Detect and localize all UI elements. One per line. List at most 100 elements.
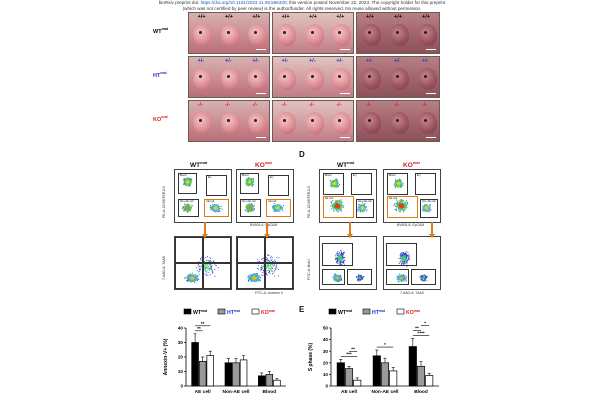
embryo-image (362, 24, 381, 46)
y-tick-label: 10 (178, 369, 184, 374)
facs-d-wt-upper-plot: Blood Ery AE cell Non-AE cell (319, 169, 377, 223)
legend-label-sup: mat (346, 309, 353, 313)
gate-box: Non-AE cell (240, 199, 261, 217)
legend-label-sup: mat (379, 309, 386, 313)
y-tick-label: 20 (323, 360, 329, 365)
embryo-eye (254, 119, 257, 122)
embryo-photo-tile: +/++/++/+ (356, 12, 440, 54)
embryo-row-ko: KOmat-/--/--/--/--/--/--/--/--/- (152, 100, 440, 142)
gate-box: Non-AE cell (178, 199, 199, 217)
y-tick-label: 10 (323, 372, 329, 377)
x-tick-label: Blood (263, 389, 277, 395)
preprint-banner: bioRxiv preprint doi: https://doi.org/10… (152, 0, 452, 12)
embryo-genotype-label: +/- (394, 58, 401, 64)
facs-d-lower-y-axis: FITC-A: BrdU (307, 259, 311, 280)
significance-label: ** (197, 326, 201, 331)
gate-label: Ery (270, 176, 274, 179)
embryo-eye (199, 75, 202, 78)
x-tick-label: Non-AE cell (223, 389, 250, 395)
embryo-image (305, 112, 324, 134)
embryo-genotype-label: +/- (366, 58, 373, 64)
bar (425, 376, 432, 386)
facs-d-ko-lower-plot (383, 236, 441, 290)
gate-box: Ery (351, 173, 372, 195)
embryo-genotype-label: +/+ (198, 14, 206, 20)
embryo-image (305, 24, 324, 46)
scale-bar (426, 93, 436, 95)
gate-box (322, 269, 344, 285)
gate-label: AE cell (268, 200, 276, 203)
embryo-eye (199, 119, 202, 122)
gate-box (203, 263, 231, 289)
embryo-photo-tile: +/++/++/+ (272, 12, 354, 54)
embryo-genotype-label: -/- (422, 102, 427, 108)
legend-swatch (252, 309, 259, 314)
gate-box: Non-AE cell (356, 199, 374, 219)
embryo-genotype-label: +/- (225, 58, 232, 64)
gate-box: Blood (240, 173, 260, 194)
embryo-eye (368, 31, 371, 34)
x-tick-label: AE cell (195, 389, 211, 395)
gate-box: AE cell (387, 196, 418, 218)
y-tick-label: 0 (180, 384, 183, 389)
bar (409, 347, 416, 386)
gate-label: Blood (389, 174, 396, 177)
facs-c-ko-title: KOmat (255, 160, 272, 169)
gate-box: AE cell (204, 199, 229, 217)
facs-d-wt-lower-plot (319, 236, 377, 290)
embryo-genotype-label: +/- (198, 58, 205, 64)
embryo-photo-tile: +/++/++/+ (188, 12, 270, 54)
banner-prefix: bioRxiv preprint doi: (159, 0, 201, 5)
embryo-image (332, 112, 351, 134)
gate-label: Blood (325, 174, 332, 177)
gate-box (386, 269, 408, 285)
facs-d-upper-x-axis: BV605-A: EpCAM (397, 223, 424, 227)
embryo-image (221, 24, 240, 46)
embryo-image (390, 24, 409, 46)
embryo-eye (424, 31, 427, 34)
significance-label: ** (201, 321, 205, 326)
embryo-genotype-label: -/- (366, 102, 371, 108)
gate-box (265, 237, 293, 263)
embryo-photo-tile: -/--/--/- (272, 100, 354, 142)
embryo-genotype-label: +/+ (394, 14, 402, 20)
embryo-eye (227, 119, 230, 122)
bar (258, 376, 265, 386)
scale-bar (256, 49, 266, 51)
embryo-image (277, 24, 296, 46)
legend-swatch (363, 309, 370, 314)
gate-label: AE cell (325, 197, 333, 200)
embryo-eye (368, 119, 371, 122)
embryo-genotype-label: -/- (198, 102, 203, 108)
row-genotype-label: WTmat (153, 27, 187, 35)
y-axis-label: Annexin-V+ (%) (163, 338, 169, 375)
gate-label: Non-AE cell (242, 200, 256, 203)
facs-c-ko-upper-plot: Blood Ery Non-AE cell AE cell (236, 169, 294, 223)
scale-bar (426, 49, 436, 51)
embryo-eye (338, 75, 341, 78)
embryo-image (193, 24, 212, 46)
bar (266, 374, 273, 386)
embryo-image (248, 24, 267, 46)
bar (353, 380, 360, 386)
embryo-photo-panel: WTmat+/++/++/++/++/++/++/++/++/+HTmat+/-… (152, 12, 440, 144)
gate-box (347, 269, 372, 285)
embryo-image (193, 112, 212, 134)
embryo-genotype-label: +/- (422, 58, 429, 64)
doi-link[interactable]: https://doi.org/10.1101/2023.11.08.56633… (201, 0, 287, 5)
embryo-image (362, 112, 381, 134)
gate-label: Non-AE cell (358, 200, 372, 203)
gate-box: Ery (206, 175, 227, 196)
scale-bar (256, 137, 266, 139)
embryo-eye (396, 31, 399, 34)
embryo-eye (424, 75, 427, 78)
bar (240, 360, 247, 386)
scale-bar (340, 93, 350, 95)
y-tick-label: 40 (178, 326, 184, 331)
embryo-genotype-label: +/+ (282, 14, 290, 20)
